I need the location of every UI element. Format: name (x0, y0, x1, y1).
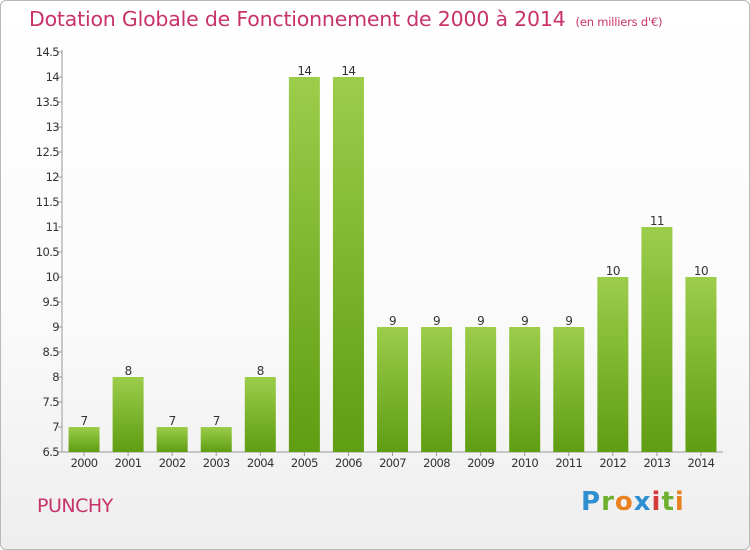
y-tick-label: 13 (46, 120, 60, 134)
logo-letter: P (581, 487, 602, 517)
x-tick-label: 2011 (555, 456, 582, 470)
x-tick-label: 2013 (643, 456, 670, 470)
y-tick-label: 8.5 (43, 345, 60, 359)
bar (156, 427, 188, 452)
x-tick-label: 2010 (511, 456, 538, 470)
bar (288, 77, 320, 452)
y-tick-label: 11 (46, 220, 60, 234)
bar-value-label: 7 (81, 414, 88, 428)
bar-value-label: 10 (694, 264, 708, 278)
x-tick-label: 2003 (203, 456, 230, 470)
bar (68, 427, 100, 452)
x-tick-label: 2002 (159, 456, 186, 470)
x-tick-label: 2009 (467, 456, 494, 470)
bar (465, 327, 497, 452)
bar (200, 427, 232, 452)
bar (421, 327, 453, 452)
x-tick-label: 2006 (335, 456, 362, 470)
y-tick-label: 7.5 (43, 395, 60, 409)
x-tick-label: 2001 (115, 456, 142, 470)
chart-title: Dotation Globale de Fonctionnement de 20… (29, 7, 663, 31)
bar-value-label: 11 (650, 214, 664, 228)
bar-value-label: 7 (169, 414, 176, 428)
logo-letter: r (601, 487, 615, 517)
bar (332, 77, 364, 452)
bar-value-label: 9 (433, 314, 440, 328)
x-tick-label: 2007 (379, 456, 406, 470)
chart-unit: (en milliers d'€) (575, 15, 663, 29)
y-tick-label: 11.5 (36, 195, 59, 209)
bar (244, 377, 276, 452)
bar (377, 327, 408, 452)
x-tick-label: 2014 (688, 456, 715, 470)
bar-value-label: 10 (606, 264, 620, 278)
x-tick-label: 2000 (71, 456, 98, 470)
chart-axes: 6.5 7 7.5 8 8.5 9 9.5 10 10.5 11 11.5 12 12.5 13 13.5 1… (36, 45, 723, 470)
y-tick-label: 12 (46, 170, 60, 184)
bar (553, 327, 585, 452)
y-tick-label: 6.5 (43, 445, 60, 459)
bar (509, 327, 541, 452)
chart-bars (68, 77, 717, 452)
chart-data-labels: 7 8 7 7 8 14 14 9 9 9 9 9 10 11 10 (81, 64, 709, 428)
x-tick-label: 2005 (291, 456, 318, 470)
bar (112, 377, 144, 452)
y-tick-label: 14 (46, 70, 60, 84)
bar-value-label: 14 (341, 64, 355, 78)
bar (641, 227, 673, 452)
logo-letter: i (651, 487, 662, 517)
y-tick-label: 8 (52, 370, 59, 384)
x-tick-label: 2004 (247, 456, 274, 470)
x-tick-label: 2008 (423, 456, 450, 470)
y-tick-label: 14.5 (36, 45, 59, 59)
bar-value-label: 14 (297, 64, 311, 78)
y-tick-label: 10 (46, 270, 60, 284)
bar-value-label: 8 (125, 364, 132, 378)
logo-letter: o (614, 487, 634, 517)
bar (597, 277, 629, 452)
bar-value-label: 8 (257, 364, 264, 378)
bar-value-label: 9 (477, 314, 484, 328)
y-tick-label: 13.5 (36, 95, 59, 109)
bar-value-label: 7 (213, 414, 220, 428)
y-tick-label: 9 (52, 320, 59, 334)
commune-name: PUNCHY (37, 495, 113, 517)
y-tick-label: 12.5 (36, 145, 59, 159)
bar-value-label: 9 (521, 314, 528, 328)
chart-title-text: Dotation Globale de Fonctionnement de 20… (29, 7, 566, 31)
bar-value-label: 9 (565, 314, 572, 328)
bar-value-label: 9 (389, 314, 396, 328)
proxiti-logo: Proxiti (581, 487, 685, 517)
logo-letter: x (633, 487, 652, 517)
y-tick-label: 7 (52, 420, 59, 434)
y-tick-label: 9.5 (43, 295, 60, 309)
y-tick-label: 10.5 (36, 245, 59, 259)
logo-letter: t (661, 487, 675, 517)
bar (685, 277, 717, 452)
logo-letter: i (674, 487, 685, 517)
x-tick-label: 2012 (599, 456, 626, 470)
